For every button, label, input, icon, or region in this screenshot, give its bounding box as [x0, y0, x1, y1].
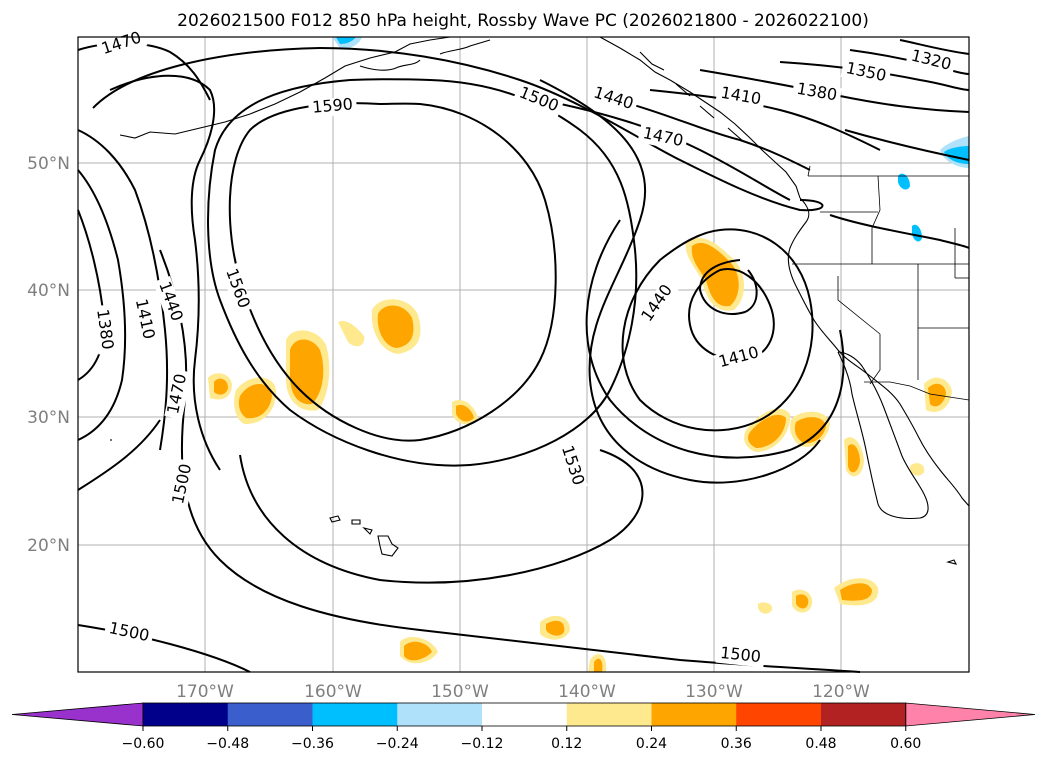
svg-text:1590: 1590: [311, 94, 353, 116]
latitude-labels: 50°N 40°N 30°N 20°N: [27, 154, 70, 556]
anomaly-shading: [208, 37, 969, 672]
colorbar-extend-min: [11, 702, 144, 727]
map-frame: [77, 36, 970, 673]
borders: [792, 165, 970, 401]
lon-label: 170°W: [176, 682, 234, 702]
svg-text:1500: 1500: [719, 643, 761, 666]
colorbar-segment: [566, 703, 652, 726]
contour-label: 1380: [91, 304, 118, 355]
colorbar-tick-label: 0.24: [636, 736, 667, 752]
colorbar-tick-label: 0.12: [551, 736, 582, 752]
lon-label: 150°W: [431, 682, 489, 702]
contour-label: 1530: [555, 440, 589, 492]
colorbar-segment: [397, 703, 483, 726]
colorbar-segment: [143, 703, 229, 726]
colorbar-extend-max: [905, 702, 1036, 727]
colorbar-segment: [482, 703, 568, 726]
colorbar-tick-label: −0.24: [376, 736, 419, 752]
lat-label: 40°N: [27, 281, 70, 301]
lon-label: 130°W: [685, 682, 743, 702]
lat-label: 20°N: [27, 536, 70, 556]
contour-label: 1500: [715, 643, 766, 668]
graticule: [78, 37, 969, 672]
colorbar-tick-label: −0.60: [122, 736, 165, 752]
longitude-labels: 170°W 160°W 150°W 140°W 130°W 120°W: [176, 682, 870, 702]
map-title: 2026021500 F012 850 hPa height, Rossby W…: [177, 11, 869, 31]
lat-label: 30°N: [27, 408, 70, 428]
lon-label: 160°W: [304, 682, 362, 702]
colorbar-segment: [821, 703, 907, 726]
colorbar-segment: [736, 703, 822, 726]
colorbar: −0.60 −0.48 −0.36 −0.24 −0.12 0.12 0.24 0.36 0.4…: [11, 702, 1036, 752]
colorbar-tick-label: −0.36: [291, 736, 334, 752]
colorbar-tick-label: −0.48: [206, 736, 249, 752]
colorbar-frame: [142, 702, 907, 727]
lon-label: 120°W: [812, 682, 870, 702]
colorbar-segment: [651, 703, 737, 726]
lon-label: 140°W: [558, 682, 616, 702]
colorbar-tick-label: 0.36: [721, 736, 752, 752]
colorbar-segment: [227, 703, 313, 726]
colorbar-tick-label: 0.48: [805, 736, 836, 752]
colorbar-tick-label: 0.60: [890, 736, 921, 752]
coastlines: [110, 36, 970, 565]
colorbar-segment: [312, 703, 398, 726]
lat-label: 50°N: [27, 154, 70, 174]
contour-label: 1590: [307, 94, 358, 119]
colorbar-tick-label: −0.12: [461, 736, 504, 752]
